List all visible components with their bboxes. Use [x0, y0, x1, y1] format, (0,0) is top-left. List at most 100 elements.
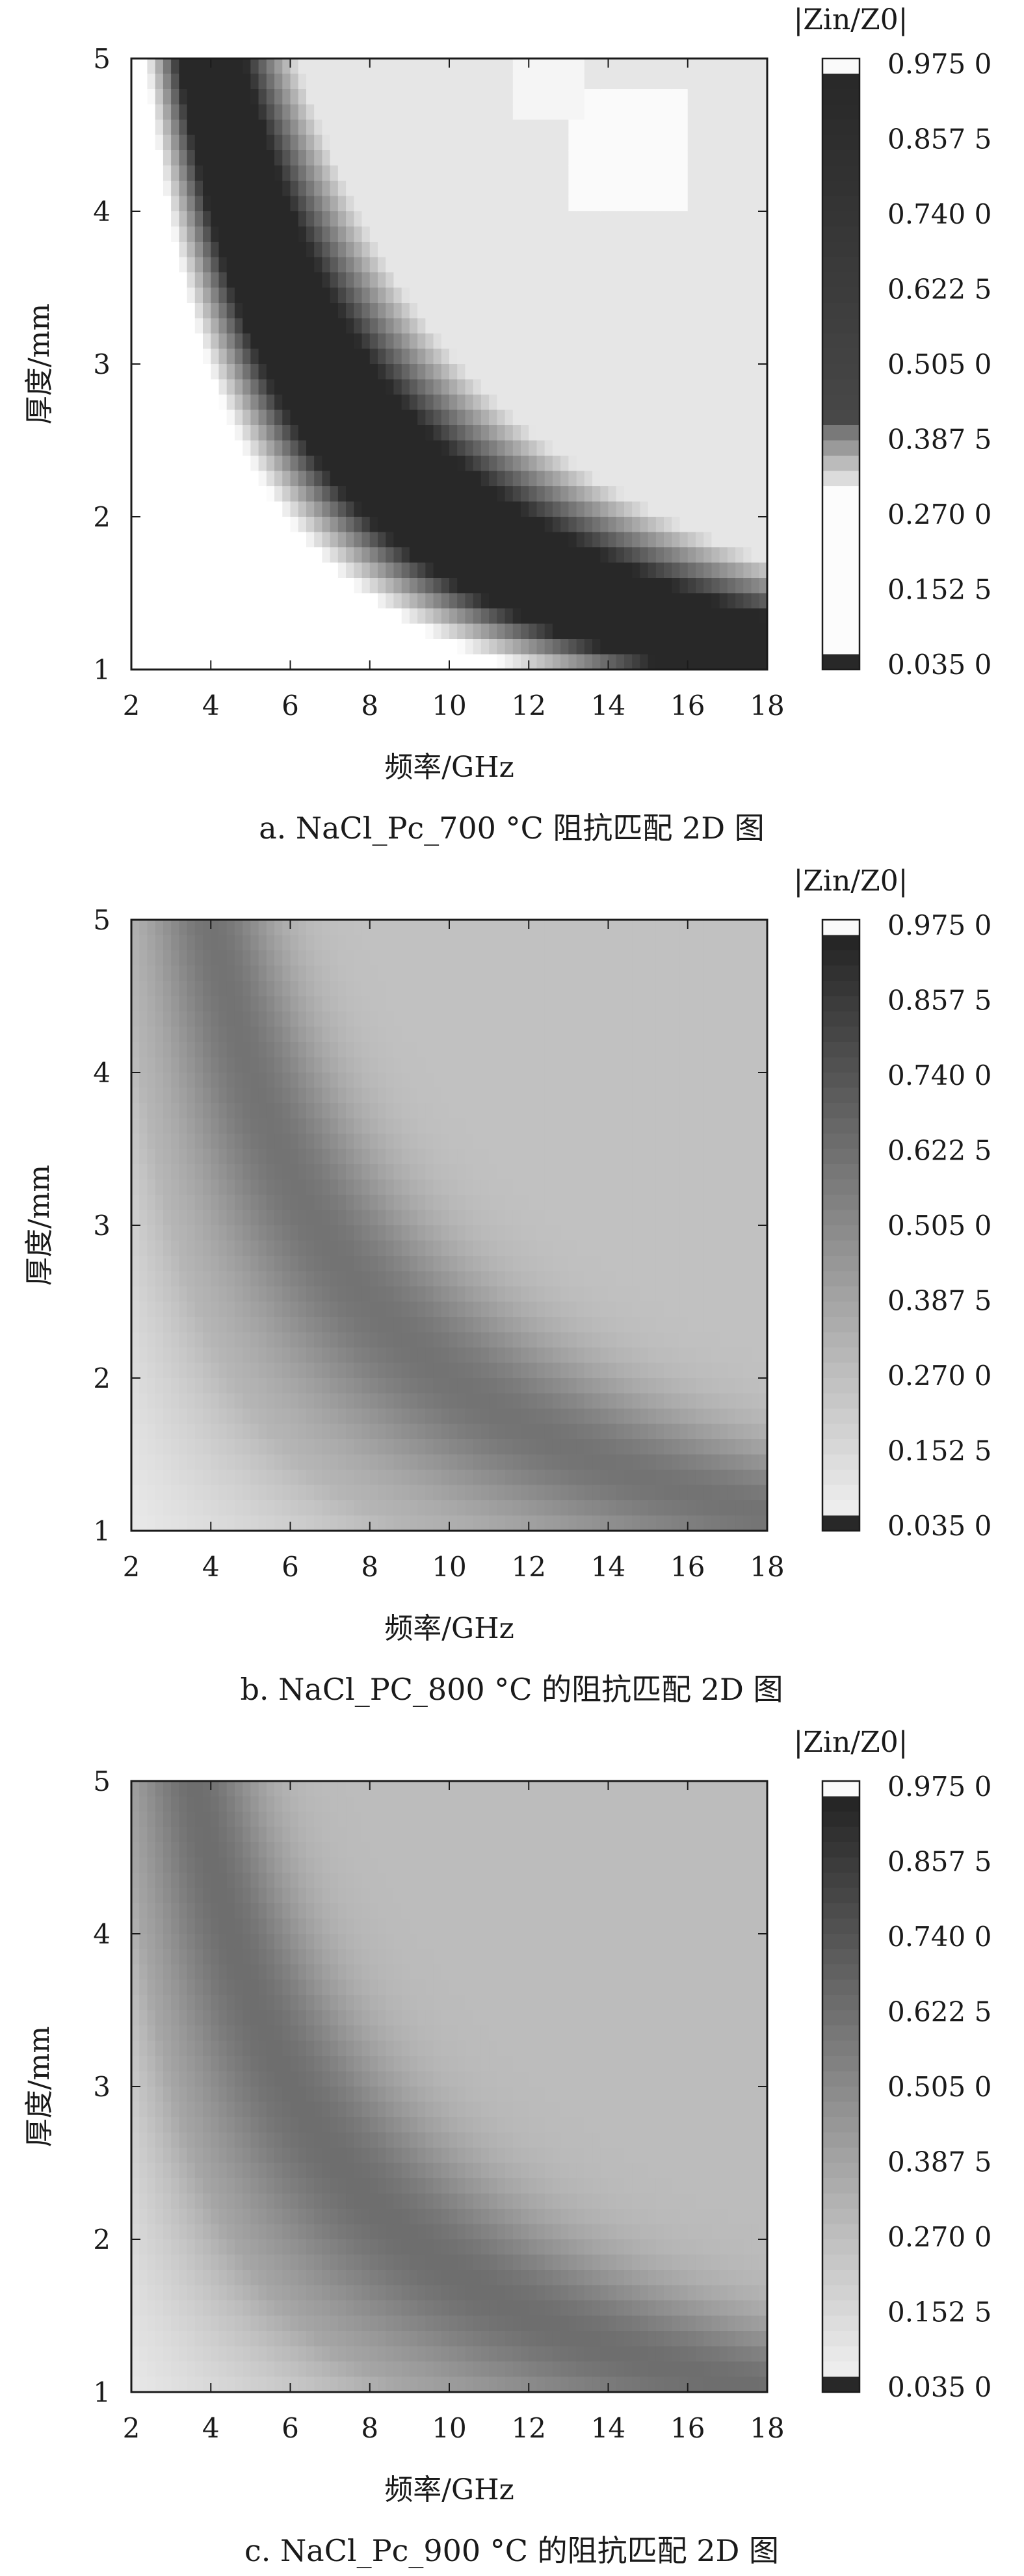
- heat-cell: [346, 1057, 354, 1073]
- heat-cell: [330, 1439, 339, 1455]
- heat-cell: [171, 181, 179, 197]
- heat-cell: [536, 104, 545, 120]
- heat-cell: [393, 1317, 402, 1333]
- heat-cell: [632, 165, 640, 181]
- heat-cell: [377, 1225, 386, 1242]
- heat-cell: [266, 1393, 275, 1409]
- heat-cell: [346, 440, 354, 456]
- heat-cell: [314, 1087, 322, 1104]
- heat-cell: [258, 1134, 267, 1150]
- heat-cell: [409, 1179, 418, 1195]
- heat-cell: [465, 562, 474, 579]
- heat-cell: [171, 1362, 179, 1379]
- heat-cell: [322, 1179, 331, 1195]
- heat-cell: [139, 1195, 148, 1211]
- heat-cell: [337, 1454, 347, 1470]
- heat-cell: [218, 348, 228, 365]
- heat-cell: [417, 1378, 426, 1394]
- heat-cell: [203, 1332, 211, 1348]
- heat-cell: [354, 1164, 363, 1180]
- heat-cell: [179, 562, 188, 579]
- heat-cell: [139, 1454, 148, 1470]
- heat-cell: [679, 59, 689, 75]
- heat-cell: [664, 486, 672, 502]
- heat-cell: [298, 1026, 307, 1043]
- heat-cell: [377, 1210, 386, 1226]
- colorbar-a: [821, 57, 861, 671]
- heat-cell: [226, 410, 235, 426]
- heat-cell: [322, 1424, 331, 1440]
- heat-cell: [425, 150, 434, 166]
- heat-cell: [243, 181, 251, 197]
- heat-cell: [361, 89, 371, 105]
- heat-cell: [640, 181, 649, 197]
- heat-cell: [361, 1286, 371, 1303]
- heat-cell: [655, 532, 664, 548]
- heat-cell: [703, 501, 713, 517]
- heat-cell: [672, 303, 681, 319]
- heat-cell: [473, 486, 482, 502]
- heat-cell: [441, 1195, 450, 1211]
- heat-cell: [401, 1087, 410, 1104]
- heat-cell: [243, 318, 251, 334]
- heat-cell: [203, 1134, 211, 1150]
- heat-cell: [187, 287, 196, 304]
- heat-cell: [648, 379, 657, 395]
- heat-cell: [274, 1454, 283, 1470]
- heat-cell: [536, 196, 545, 212]
- heat-cell: [417, 181, 426, 197]
- heat-cell: [266, 226, 275, 242]
- heat-cell: [155, 242, 164, 258]
- heat-cell: [250, 981, 259, 997]
- heat-cell: [473, 89, 482, 105]
- heat-cell: [147, 333, 156, 350]
- heat-cell: [337, 1286, 347, 1303]
- heat-cell: [243, 623, 251, 640]
- heat-cell: [337, 1515, 347, 1531]
- heat-cell: [354, 1087, 363, 1104]
- heat-cell: [354, 1073, 363, 1089]
- heat-cell: [576, 165, 585, 181]
- heat-cell: [417, 981, 426, 997]
- colorbar-segment: [822, 135, 860, 151]
- heat-cell: [377, 981, 386, 997]
- heat-cell: [386, 920, 395, 936]
- heat-cell: [592, 150, 601, 166]
- heat-cell: [298, 471, 307, 487]
- heat-cell: [672, 562, 681, 579]
- heat-cell: [163, 211, 172, 228]
- heat-cell: [306, 547, 315, 564]
- heat-cell: [608, 303, 617, 319]
- heat-cell: [250, 456, 259, 472]
- heat-cell: [393, 593, 402, 609]
- heat-cell: [330, 410, 339, 426]
- heat-cell: [441, 486, 450, 502]
- heat-cell: [560, 425, 569, 441]
- heat-cell: [354, 456, 363, 472]
- heat-cell: [505, 440, 514, 456]
- heat-cell: [489, 456, 497, 472]
- heat-cell: [194, 379, 203, 395]
- heat-cell: [600, 578, 609, 594]
- heat-cell: [425, 1240, 434, 1256]
- heat-cell: [377, 1439, 386, 1455]
- heat-cell: [322, 226, 331, 242]
- heat-cell: [361, 272, 371, 289]
- heat-cell: [616, 333, 625, 350]
- heat-cell: [203, 73, 211, 90]
- heat-cell: [536, 272, 545, 289]
- heat-cell: [258, 1149, 267, 1165]
- heat-cell: [330, 471, 339, 487]
- heat-cell: [512, 318, 521, 334]
- heat-cell: [346, 226, 354, 242]
- heat-cell: [282, 608, 291, 625]
- heat-cell: [369, 950, 378, 967]
- heat-cell: [735, 257, 744, 273]
- heat-cell: [401, 440, 410, 456]
- heat-cell: [536, 135, 545, 151]
- heat-cell: [417, 1118, 426, 1134]
- heat-cell: [147, 1332, 156, 1348]
- heat-cell: [751, 593, 760, 609]
- heat-cell: [584, 501, 593, 517]
- heat-cell: [322, 1210, 331, 1226]
